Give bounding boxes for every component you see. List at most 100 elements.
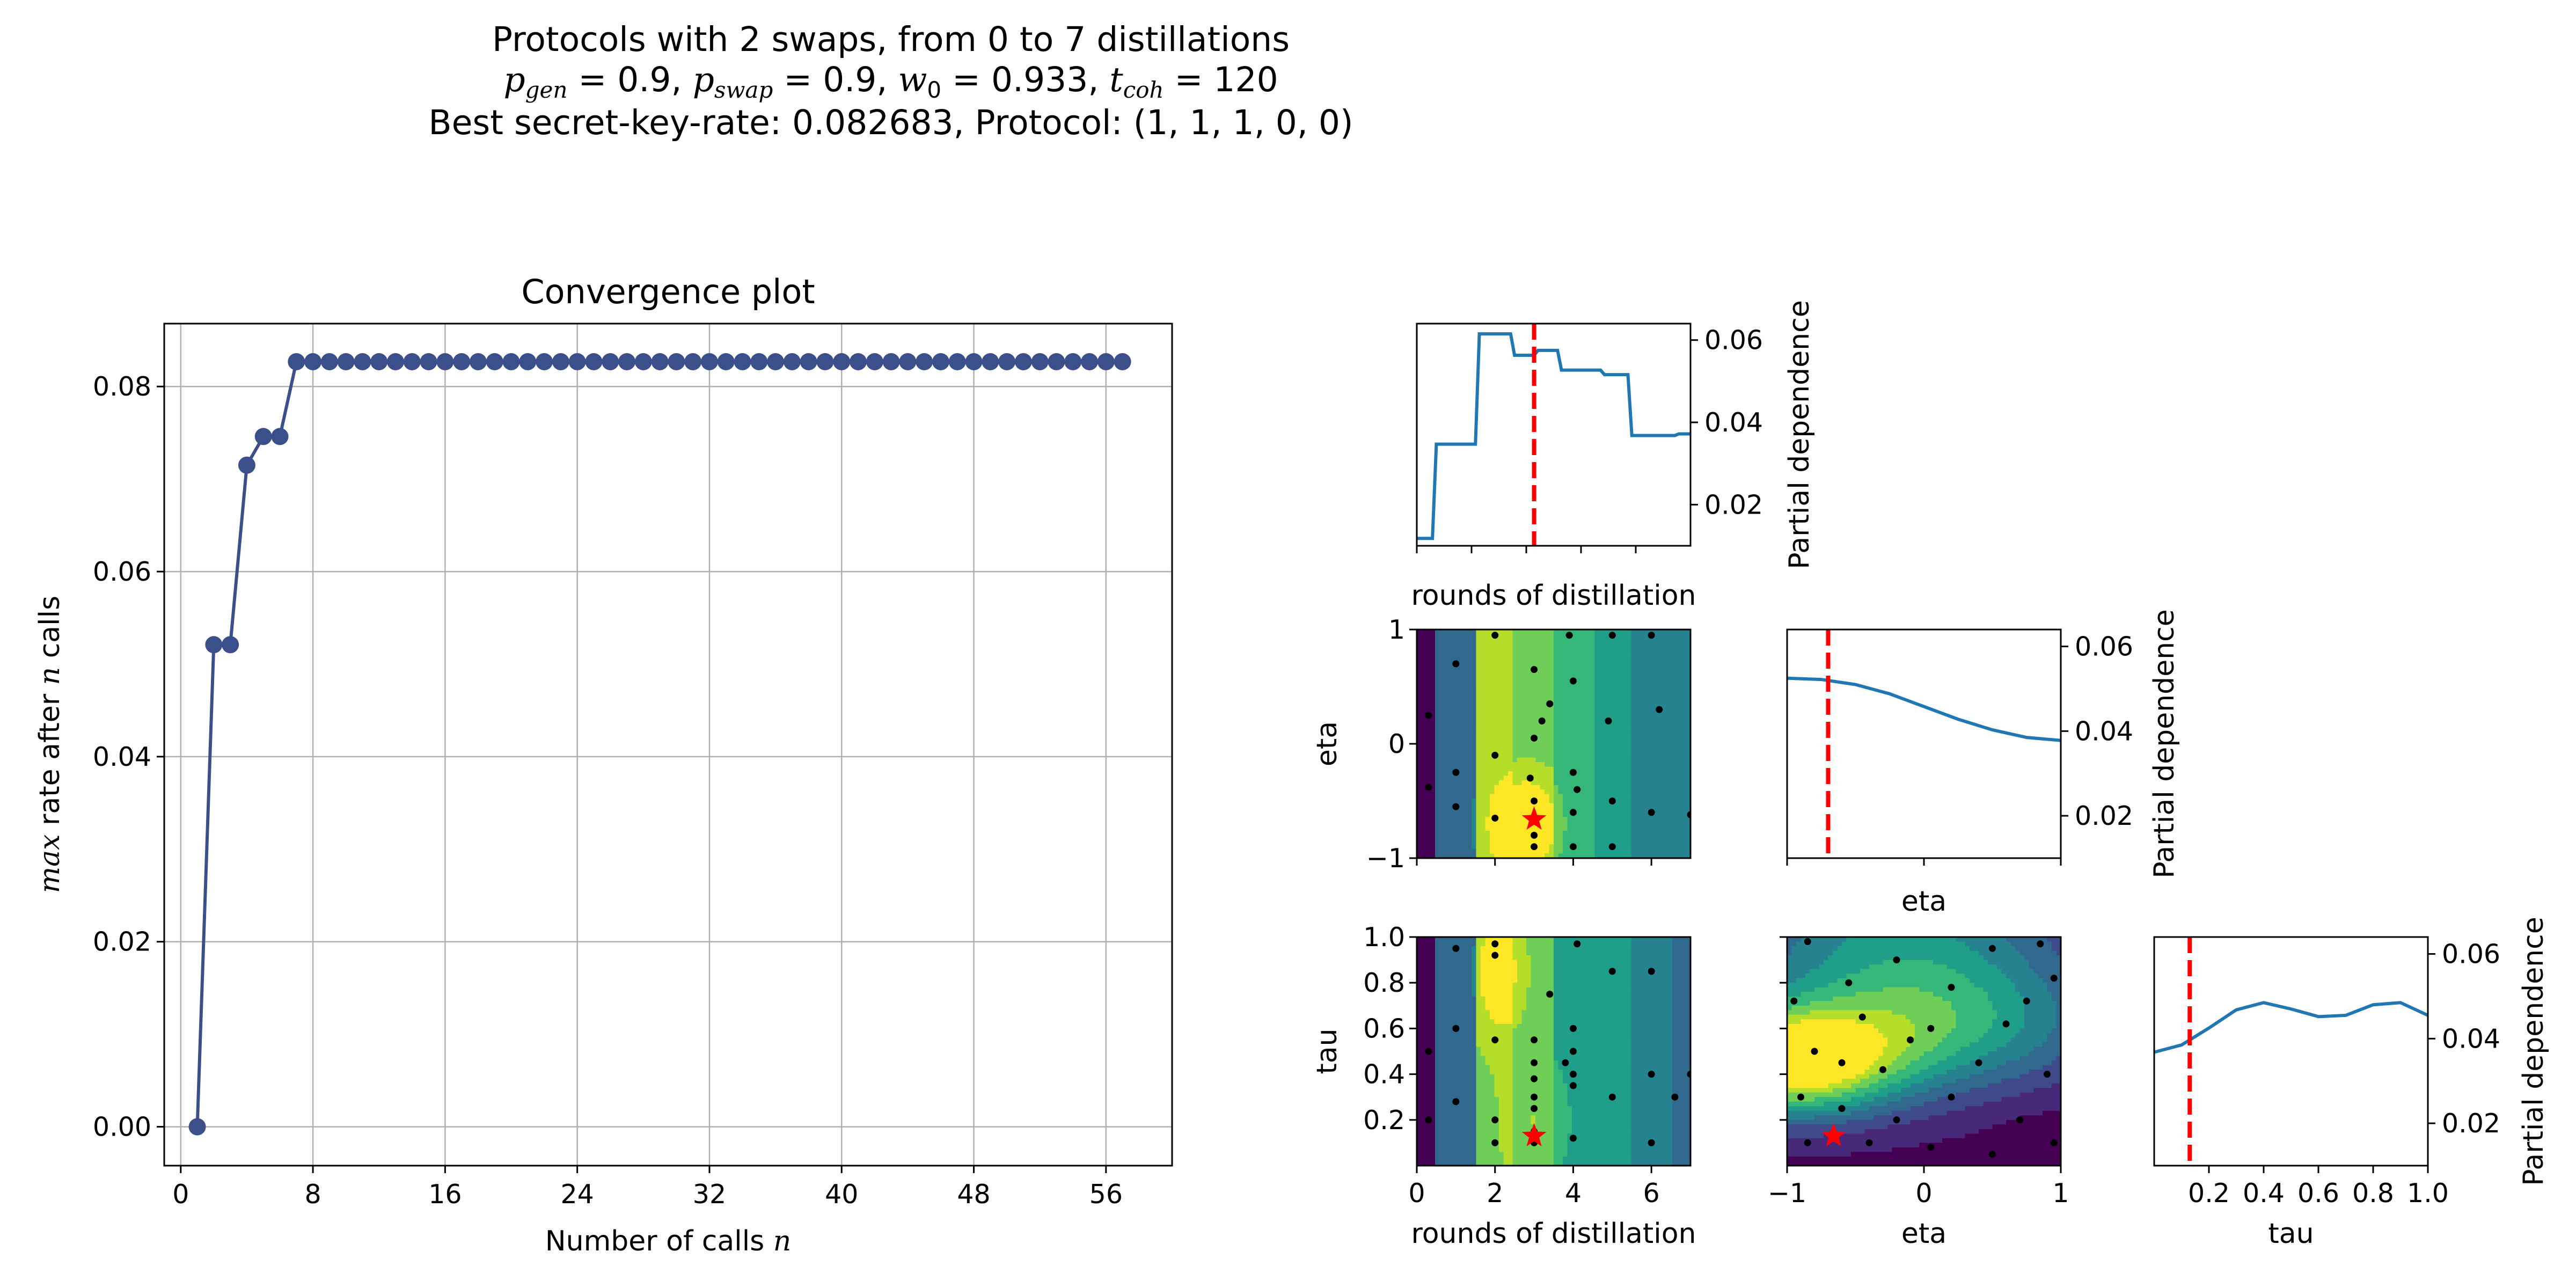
convergence-point	[700, 353, 718, 370]
convergence-point	[668, 353, 685, 370]
convergence-point	[436, 353, 454, 370]
sample-point	[1879, 1066, 1886, 1073]
convergence-point	[850, 353, 867, 370]
convergence-point	[634, 353, 652, 370]
sample-point	[1531, 831, 1538, 839]
convergence-point	[271, 428, 289, 445]
heatmap-surface	[1417, 630, 1690, 858]
convergence-y-label: max rate after n calls	[34, 596, 66, 893]
convergence-point	[403, 353, 421, 370]
sample-point	[1452, 1024, 1460, 1032]
y-tick-label: 1.0	[1363, 922, 1405, 953]
sample-point	[1569, 843, 1577, 851]
convergence-y-ticks: 0.00 0.02 0.04 0.06 0.08	[93, 371, 164, 1143]
x-tick-label: 16	[428, 1179, 462, 1210]
x-tick-label: 0.8	[2352, 1178, 2394, 1209]
partial-dependence-line	[2154, 1001, 2428, 1054]
y-tick-label: −1	[1366, 843, 1405, 874]
sample-point	[1569, 1048, 1577, 1055]
sample-point	[1865, 1139, 1873, 1146]
param-p-gen: 0.9	[617, 60, 671, 99]
sample-point	[1838, 1059, 1846, 1066]
x-tick-label: 56	[1089, 1179, 1123, 1210]
sample-point	[1648, 632, 1655, 639]
convergence-series	[188, 353, 1131, 1136]
pd-eta-y-label: Partial dependence	[2148, 609, 2180, 878]
convergence-point	[965, 353, 983, 370]
convergence-point	[916, 353, 933, 370]
convergence-x-label: Number of calls n	[545, 1225, 792, 1257]
convergence-point	[734, 353, 751, 370]
sample-point	[1569, 1135, 1577, 1142]
sample-point	[1927, 1024, 1935, 1032]
sample-point	[1425, 712, 1432, 719]
sample-point	[1790, 997, 1798, 1005]
suptitle-line2: pgen = 0.9, pswap = 0.9, w0 = 0.933, tco…	[503, 60, 1278, 103]
sample-point	[1452, 660, 1460, 668]
convergence-point	[502, 353, 520, 370]
convergence-title: Convergence plot	[521, 272, 815, 311]
pd-rounds-y-label: Partial dependence	[1783, 300, 1816, 569]
x-tick-label: 8	[304, 1179, 321, 1210]
sample-point	[1948, 984, 1955, 991]
convergence-point	[387, 353, 405, 370]
param-w0: 0.933	[991, 60, 1088, 99]
sample-point	[1546, 991, 1554, 998]
partial-dependence-line	[1417, 332, 1690, 540]
convergence-point	[469, 353, 487, 370]
param-p-swap: 0.9	[823, 60, 876, 99]
sample-point	[1531, 1105, 1538, 1112]
sample-point	[1574, 786, 1581, 793]
heatmap-eta-vs-rounds: −1 0 1	[1366, 614, 1692, 874]
sample-point	[2050, 975, 2058, 982]
sample-point	[1948, 1093, 1955, 1101]
sample-point	[1907, 1036, 1914, 1044]
param-t-coh: 120	[1213, 60, 1278, 99]
convergence-point	[222, 636, 239, 654]
x-tick-label: 6	[1643, 1178, 1660, 1209]
convergence-point	[982, 353, 999, 370]
convergence-frame	[163, 323, 1173, 1167]
convergence-point	[320, 353, 338, 370]
sample-point	[1804, 938, 1811, 946]
sample-point	[1562, 1059, 1569, 1066]
sample-point	[1452, 769, 1460, 776]
sample-point	[1989, 945, 1996, 952]
hm-eta-y-label: eta	[1311, 721, 1343, 766]
convergence-point	[1064, 353, 1082, 370]
sample-point	[1565, 632, 1573, 639]
convergence-point	[370, 353, 388, 370]
pd-tau-y-label: Partial dependence	[2518, 917, 2550, 1185]
y-tick-label: 0	[1388, 729, 1405, 759]
convergence-point	[238, 456, 255, 474]
convergence-point	[932, 353, 949, 370]
sample-point	[2044, 1071, 2051, 1078]
y-tick-label: 0.4	[1363, 1059, 1405, 1090]
sample-point	[1648, 968, 1655, 975]
sample-point	[1491, 940, 1499, 948]
sample-point	[1608, 1093, 1616, 1101]
convergence-point	[651, 353, 669, 370]
convergence-point	[1014, 353, 1032, 370]
sample-point	[1531, 1075, 1538, 1082]
heatmap-tau-vs-rounds: 0.2 0.4 0.6 0.8 1.0 0 2 4 6	[1363, 922, 1692, 1209]
convergence-point	[998, 353, 1016, 370]
x-tick-label: 2	[1487, 1178, 1503, 1209]
y-tick-label: 0.8	[1363, 968, 1405, 998]
sample-point	[1491, 751, 1499, 759]
best-point-star	[1521, 806, 1547, 830]
convergence-point	[783, 353, 801, 370]
convergence-point	[618, 353, 636, 370]
convergence-point	[288, 353, 305, 370]
y-tick-label: 0.04	[93, 742, 151, 772]
suptitle: Protocols with 2 swaps, from 0 to 7 dist…	[428, 20, 1353, 142]
convergence-point	[188, 1118, 206, 1136]
sample-point	[1531, 1036, 1538, 1044]
convergence-point	[866, 353, 883, 370]
y-tick-label: 0.06	[93, 557, 151, 587]
sample-point	[1531, 734, 1538, 742]
convergence-point	[205, 636, 223, 654]
sample-point	[1526, 774, 1534, 782]
convergence-point	[453, 353, 471, 370]
